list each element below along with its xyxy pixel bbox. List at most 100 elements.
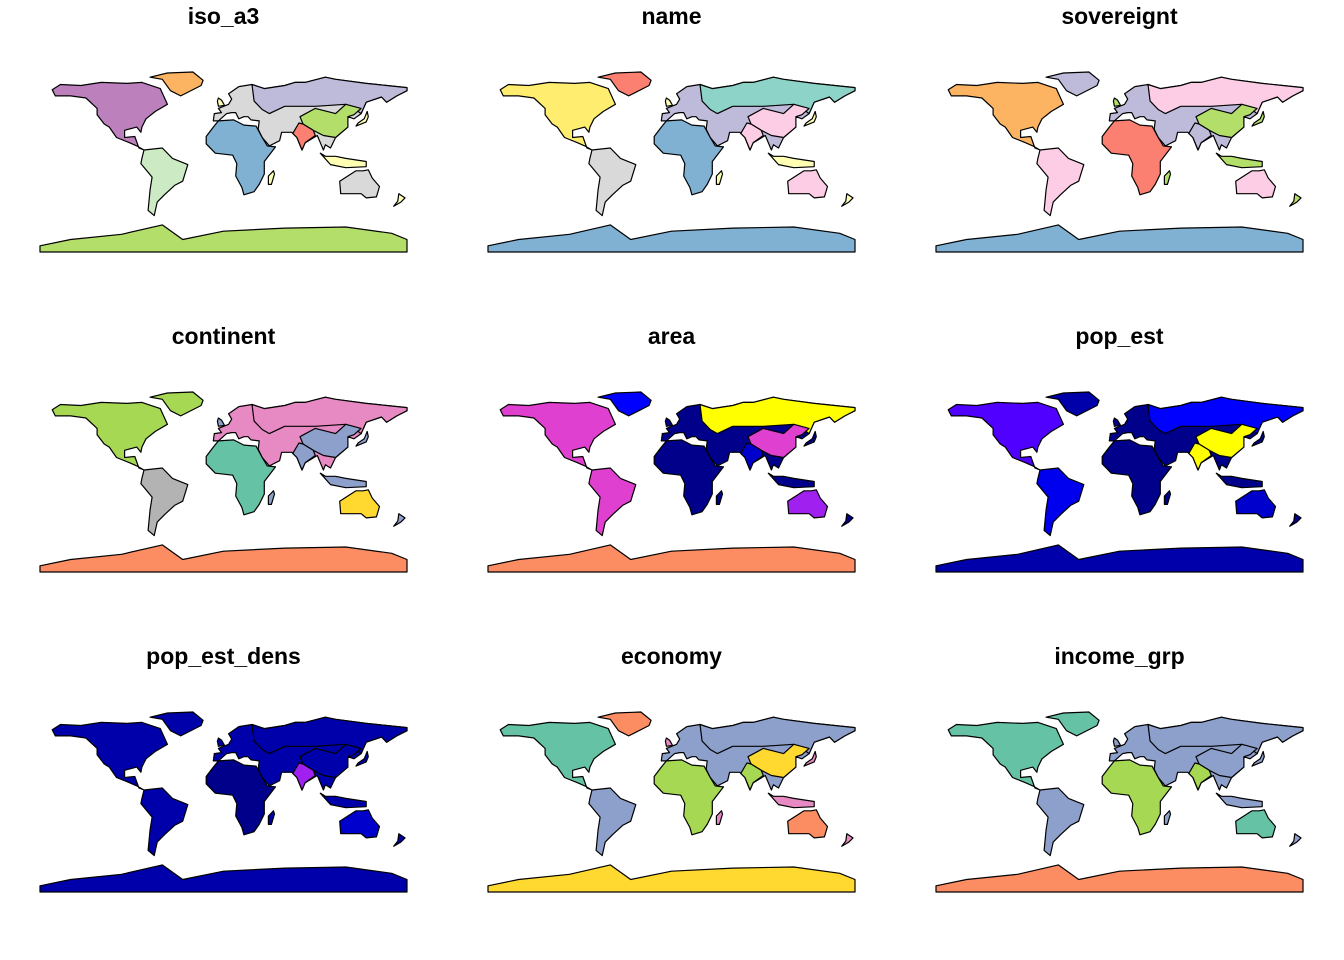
country-shape [251, 716, 408, 755]
country-shape [205, 759, 277, 836]
country-shape [39, 224, 408, 253]
country-shape [935, 224, 1304, 253]
country-shape [1163, 490, 1172, 505]
country-shape [715, 170, 724, 185]
country-shape [1147, 76, 1304, 115]
country-shape [216, 417, 226, 427]
country-shape [1045, 71, 1100, 97]
country-shape [499, 721, 616, 791]
country-shape [1215, 472, 1263, 489]
country-shape [803, 430, 817, 447]
country-shape [1036, 467, 1085, 537]
country-shape [251, 396, 408, 435]
country-shape [51, 81, 168, 151]
country-shape [841, 193, 854, 207]
country-shape [1045, 711, 1100, 737]
country-shape [699, 396, 856, 435]
country-shape [947, 81, 1064, 151]
country-shape [767, 792, 815, 809]
country-shape [339, 169, 381, 199]
country-shape [487, 864, 856, 893]
country-shape [1235, 809, 1277, 839]
country-shape [292, 442, 316, 471]
map-panel: pop_est_dens [39, 643, 408, 893]
country-shape [767, 472, 815, 489]
country-shape [51, 721, 168, 791]
country-shape [1112, 97, 1122, 107]
country-shape [339, 489, 381, 519]
country-shape [1036, 787, 1085, 857]
country-shape [355, 110, 369, 127]
country-shape [935, 544, 1304, 573]
country-shape [653, 439, 725, 516]
map-panel: iso_a3 [39, 3, 408, 253]
country-shape [1289, 513, 1302, 527]
country-shape [699, 716, 856, 755]
country-shape [140, 787, 189, 857]
country-shape [319, 152, 367, 169]
country-shape [1251, 430, 1265, 447]
country-shape [487, 544, 856, 573]
country-shape [267, 810, 276, 825]
country-shape [1101, 439, 1173, 516]
country-shape [355, 750, 369, 767]
country-shape [1112, 417, 1122, 427]
country-shape [499, 401, 616, 471]
country-shape [216, 97, 226, 107]
country-shape [149, 71, 204, 97]
map-panel: income_grp [935, 643, 1304, 893]
country-shape [292, 762, 316, 791]
country-shape [715, 490, 724, 505]
panel-title: sovereignt [1061, 3, 1178, 29]
country-shape [1289, 833, 1302, 847]
country-shape [149, 391, 204, 417]
country-shape [319, 792, 367, 809]
country-shape [588, 787, 637, 857]
country-shape [1188, 762, 1212, 791]
panel-title: pop_est [1075, 323, 1164, 349]
country-shape [597, 391, 652, 417]
country-shape [205, 439, 277, 516]
country-shape [292, 122, 316, 151]
country-shape [39, 544, 408, 573]
country-shape [1045, 391, 1100, 417]
map-panel: continent [39, 323, 408, 573]
country-shape [664, 97, 674, 107]
country-shape [140, 467, 189, 537]
country-shape [39, 864, 408, 893]
map-panel: name [487, 3, 856, 253]
country-shape [1188, 442, 1212, 471]
panel-title: economy [621, 643, 722, 669]
country-shape [787, 809, 829, 839]
country-shape [947, 721, 1064, 791]
country-shape [140, 147, 189, 217]
panel-title: area [648, 323, 696, 349]
country-shape [740, 762, 764, 791]
country-shape [841, 833, 854, 847]
panel-title: income_grp [1054, 643, 1184, 669]
country-shape [1235, 169, 1277, 199]
country-shape [267, 490, 276, 505]
country-shape [664, 417, 674, 427]
country-shape [588, 467, 637, 537]
country-shape [653, 759, 725, 836]
country-shape [841, 513, 854, 527]
panel-title: continent [172, 323, 276, 349]
country-shape [393, 833, 406, 847]
country-shape [767, 152, 815, 169]
country-shape [51, 401, 168, 471]
country-shape [319, 472, 367, 489]
country-shape [664, 737, 674, 747]
country-shape [499, 81, 616, 151]
country-shape [947, 401, 1064, 471]
country-shape [787, 489, 829, 519]
country-shape [787, 169, 829, 199]
map-panel: economy [487, 643, 856, 893]
panel-title: iso_a3 [188, 3, 260, 29]
country-shape [597, 71, 652, 97]
country-shape [597, 711, 652, 737]
country-shape [715, 810, 724, 825]
country-shape [1215, 152, 1263, 169]
country-shape [1188, 122, 1212, 151]
